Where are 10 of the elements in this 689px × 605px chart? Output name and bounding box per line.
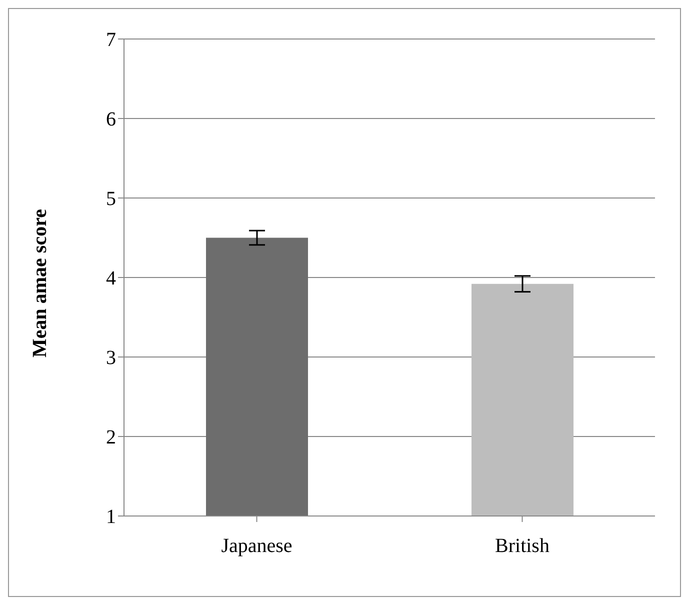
y-tick-label: 4	[106, 268, 116, 290]
y-tick-label: 3	[106, 347, 116, 370]
x-tick-label: British	[495, 535, 550, 558]
y-tick-label: 1	[106, 506, 116, 528]
y-tick-label: 7	[106, 29, 116, 52]
y-tick-label: 6	[106, 108, 116, 131]
y-axis-title: Mean amae score	[29, 208, 52, 358]
y-tick-label: 5	[106, 188, 116, 210]
y-tick-label: 2	[106, 426, 116, 449]
x-tick-label: Japanese	[221, 535, 292, 558]
